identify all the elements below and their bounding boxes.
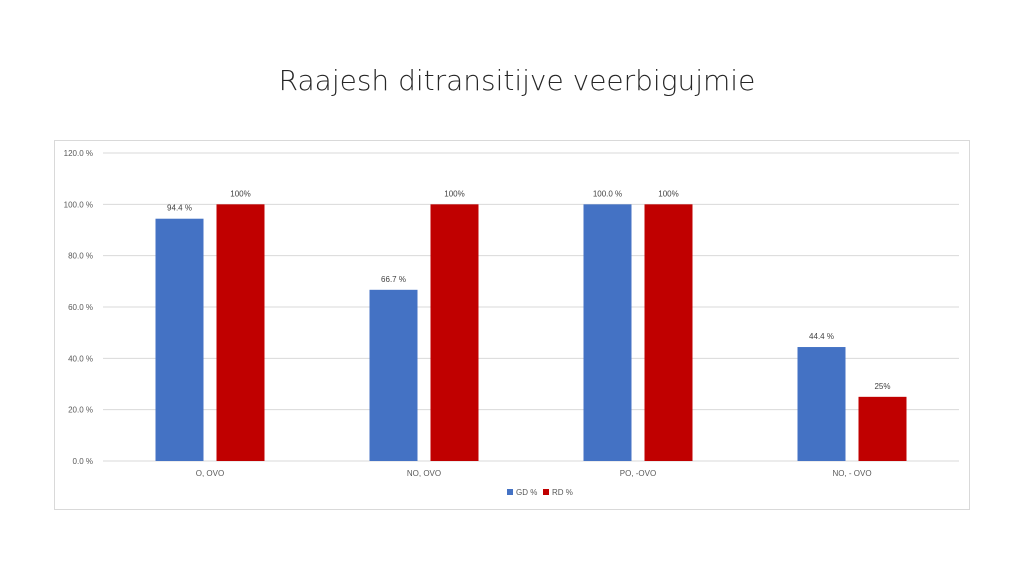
legend-swatch [507, 489, 513, 495]
bar-gd-0 [155, 218, 204, 461]
legend: GD % RD % [507, 488, 573, 497]
bar-rd-3 [858, 396, 907, 461]
data-label: 44.4 % [809, 332, 834, 341]
data-label: 100% [230, 189, 250, 198]
y-tick-label: 120.0 % [64, 149, 93, 158]
bar-gd-2 [583, 204, 632, 462]
bar-gd-1 [369, 289, 418, 461]
x-tick-label: PO, -OVO [620, 469, 656, 478]
slide-title: Raajesh ditransitijve veerbigujmie [278, 64, 756, 97]
chart-frame: 94.4 % 100% 66.7 % 100% 100.0 % 100% 44.4 % 25%… [54, 140, 970, 510]
legend-label: GD % [516, 488, 537, 497]
bar-chart: 94.4 % 100% 66.7 % 100% 100.0 % 100% 44.4 % 25%… [64, 149, 959, 497]
y-tick-label: 40.0 % [68, 354, 93, 363]
y-tick-label: 0.0 % [73, 457, 93, 466]
x-tick-label: O, OVO [196, 469, 224, 478]
data-labels: 94.4 % 100% 66.7 % 100% 100.0 % 100% 44.4 % 25% [167, 189, 890, 390]
axes: 0.0 % 20.0 % 40.0 % 60.0 % 80.0 % 100.0 % 120.… [64, 149, 872, 478]
bar-rd-2 [644, 204, 693, 462]
data-label: 66.7 % [381, 275, 406, 284]
data-label: 100% [444, 189, 464, 198]
legend-swatch [543, 489, 549, 495]
x-tick-label: NO, - OVO [832, 469, 871, 478]
data-label: 100% [658, 189, 678, 198]
bar-rd-1 [430, 204, 479, 462]
y-tick-label: 20.0 % [68, 406, 93, 415]
x-tick-label: NO, OVO [407, 469, 441, 478]
y-tick-label: 60.0 % [68, 303, 93, 312]
y-tick-label: 80.0 % [68, 252, 93, 261]
y-tick-label: 100.0 % [64, 200, 93, 209]
data-label: 25% [874, 382, 890, 391]
bar-rd-0 [216, 204, 265, 462]
data-label: 94.4 % [167, 204, 192, 213]
bar-gd-3 [797, 347, 846, 461]
bars [155, 204, 907, 462]
data-label: 100.0 % [593, 189, 622, 198]
legend-label: RD % [552, 488, 573, 497]
